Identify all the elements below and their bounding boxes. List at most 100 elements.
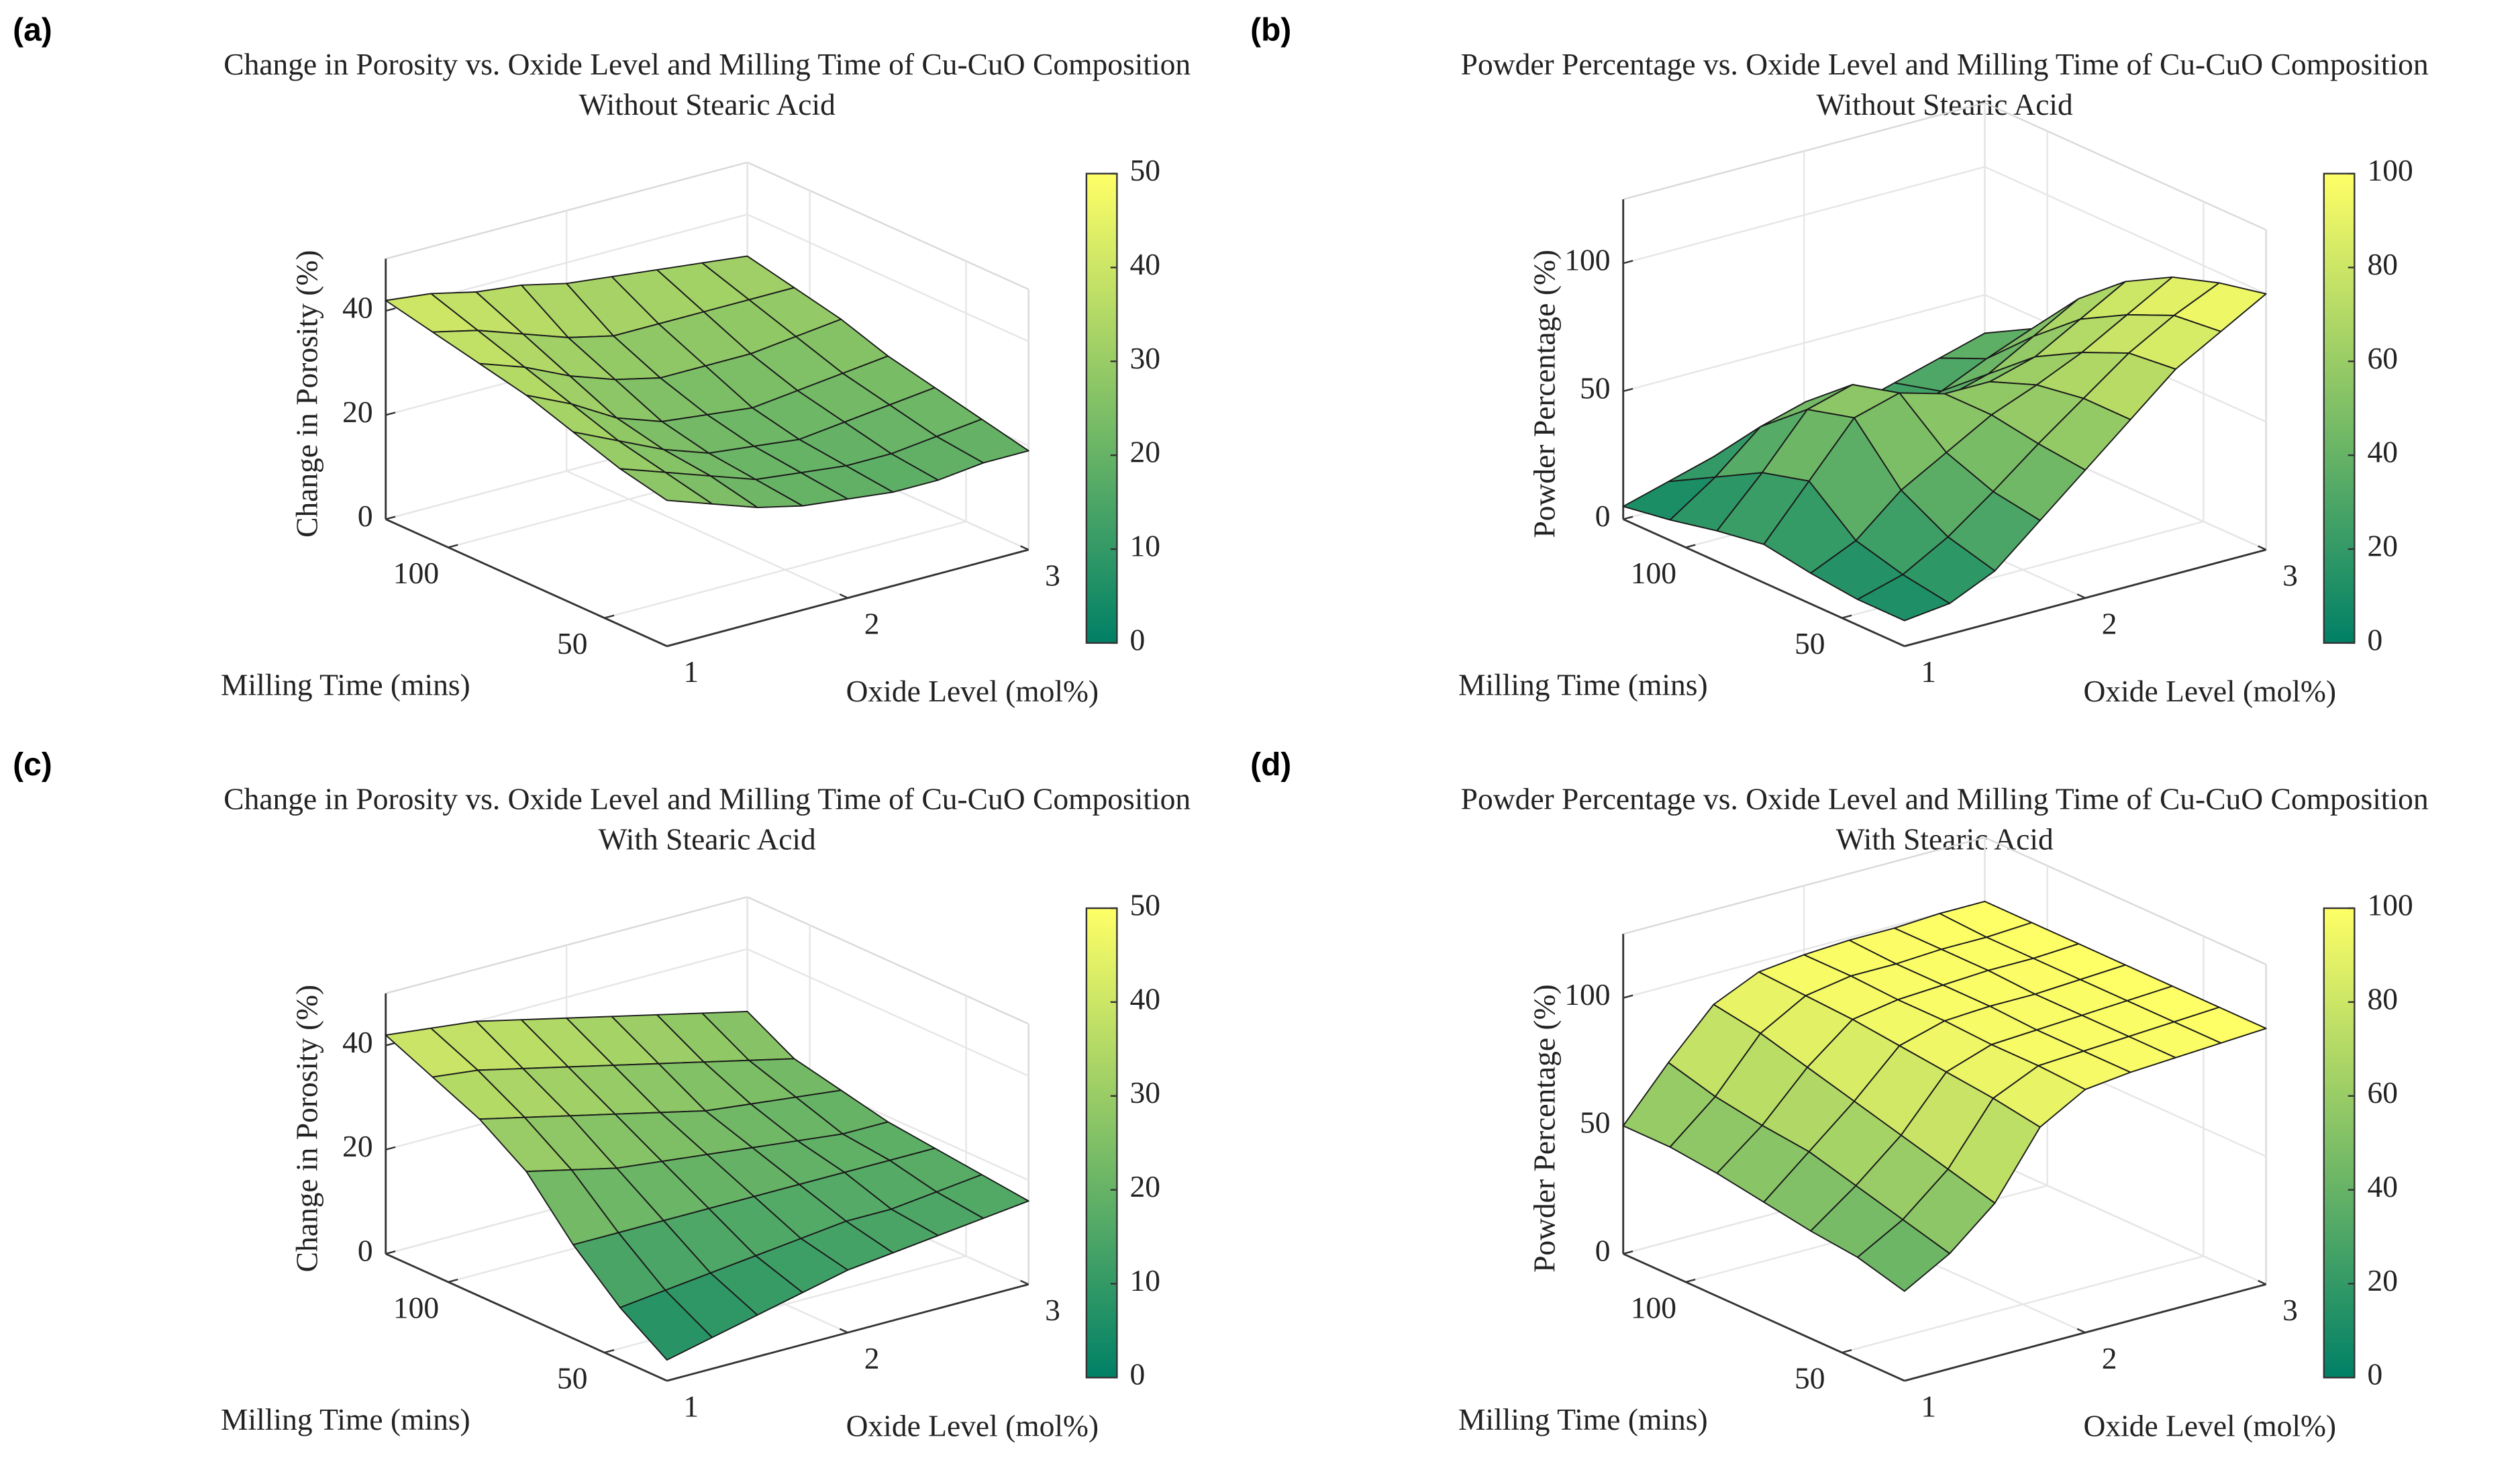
tick-mark <box>1623 516 1633 520</box>
z-axis-label: Powder Percentage (%) <box>1527 984 1562 1273</box>
tick-mark <box>2076 593 2086 599</box>
tick-mark <box>385 307 396 312</box>
z-tick-label: 100 <box>1564 977 1610 1012</box>
x-tick-label: 3 <box>2282 558 2298 593</box>
z-tick-label: 50 <box>1580 371 1611 405</box>
tick-mark <box>1020 545 1029 551</box>
colorbar-tick-label: 80 <box>2367 247 2398 281</box>
chart-title: Powder Percentage vs. Oxide Level and Mi… <box>1461 781 2429 816</box>
colorbar-tick-label: 0 <box>2367 1357 2382 1391</box>
colorbar-tick-label: 0 <box>1130 622 1146 656</box>
axis-line <box>1623 518 1905 647</box>
z-tick-label: 0 <box>1595 499 1611 533</box>
colorbar-tick-label: 0 <box>2367 622 2382 656</box>
colorbar-tick-label: 0 <box>1130 1357 1146 1391</box>
grid-line <box>1623 900 1985 999</box>
z-tick-label: 20 <box>342 395 373 429</box>
chart-title: Change in Porosity vs. Oxide Level and M… <box>223 47 1191 81</box>
y-tick-label: 100 <box>1631 1290 1676 1324</box>
z-tick-label: 0 <box>358 1233 373 1267</box>
y-axis-label: Milling Time (mins) <box>221 1402 470 1436</box>
surface-patch <box>1856 1219 1951 1292</box>
tick-mark <box>1896 1376 1905 1382</box>
chart-title: With Stearic Acid <box>599 822 816 856</box>
box-edge <box>1984 102 2267 231</box>
colorbar-tick-label: 10 <box>1130 528 1161 562</box>
tick-mark <box>385 1146 396 1150</box>
y-axis-label: Milling Time (mins) <box>1458 667 1708 701</box>
colorbar-tick-label: 40 <box>2367 435 2398 469</box>
panel-label: (d) <box>1250 747 1291 783</box>
x-tick-label: 1 <box>683 1389 699 1424</box>
colorbar-tick-label: 80 <box>2367 981 2398 1016</box>
colorbar-tick-label: 30 <box>1130 1075 1161 1110</box>
axis-line <box>385 518 668 647</box>
chart-title: Change in Porosity vs. Oxide Level and M… <box>223 781 1191 816</box>
panel-label: (a) <box>13 13 52 48</box>
tick-mark <box>385 516 396 520</box>
colorbar <box>2323 907 2356 1379</box>
colorbar-tick-label: 100 <box>2367 887 2413 922</box>
tick-mark <box>1623 994 1633 999</box>
x-tick-label: 1 <box>1921 1389 1936 1424</box>
colorbar-tick-label: 30 <box>1130 341 1161 375</box>
tick-mark <box>1623 387 1633 393</box>
tick-mark <box>385 411 396 416</box>
x-tick-label: 2 <box>864 606 880 640</box>
tick-mark <box>385 1042 396 1046</box>
x-axis-label: Oxide Level (mol%) <box>846 674 1099 708</box>
z-tick-label: 50 <box>1580 1106 1611 1140</box>
y-tick-label: 50 <box>557 1361 588 1395</box>
grid-line <box>1984 166 2267 295</box>
tick-mark <box>1020 1279 1029 1285</box>
tick-mark <box>1685 544 1696 548</box>
tick-mark <box>2258 545 2267 551</box>
grid-line <box>1623 166 1985 264</box>
z-tick-label: 100 <box>1564 243 1610 277</box>
tick-mark <box>658 642 668 647</box>
grid-line <box>566 470 848 599</box>
panel-label: (c) <box>13 747 52 783</box>
colorbar <box>2323 173 2356 644</box>
tick-mark <box>839 593 848 599</box>
tick-mark <box>1623 260 1633 264</box>
y-tick-label: 100 <box>393 1290 439 1324</box>
box-edge <box>747 896 1029 1025</box>
chart-title: Powder Percentage vs. Oxide Level and Mi… <box>1461 47 2429 81</box>
tick-mark <box>839 1328 848 1334</box>
colorbar-tick-label: 40 <box>2367 1169 2398 1204</box>
colorbar <box>1085 173 1118 644</box>
box-edge <box>1984 836 2267 965</box>
x-tick-label: 1 <box>683 654 699 689</box>
x-axis-label: Oxide Level (mol%) <box>846 1408 1099 1442</box>
tick-mark <box>2076 1328 2086 1334</box>
chart-title: With Stearic Acid <box>1836 822 2054 856</box>
x-axis-label: Oxide Level (mol%) <box>2084 1408 2337 1442</box>
y-tick-label: 50 <box>1795 626 1825 660</box>
tick-mark <box>1896 642 1905 647</box>
x-tick-label: 3 <box>2282 1293 2298 1327</box>
y-tick-label: 50 <box>557 626 588 660</box>
colorbar-tick-label: 100 <box>2367 153 2413 187</box>
tick-mark <box>2258 1279 2267 1285</box>
colorbar-tick-label: 20 <box>1130 435 1161 469</box>
colorbar-tick-label: 50 <box>1130 153 1161 187</box>
colorbar-tick-label: 60 <box>2367 1075 2398 1110</box>
grid-line <box>1984 1157 2267 1285</box>
x-tick-label: 2 <box>2102 1341 2117 1375</box>
y-tick-label: 50 <box>1795 1361 1825 1395</box>
axis-line <box>385 1253 668 1382</box>
colorbar-tick-label: 40 <box>1130 247 1161 281</box>
surface-patch <box>1856 574 1951 622</box>
y-tick-label: 100 <box>393 556 439 590</box>
tick-mark <box>1842 1349 1852 1354</box>
chart-title: Without Stearic Acid <box>579 87 836 121</box>
y-axis-label: Milling Time (mins) <box>1458 1402 1708 1436</box>
colorbar-tick-label: 60 <box>2367 341 2398 375</box>
surface-patch <box>619 468 713 505</box>
grid-line <box>1623 294 1985 393</box>
z-tick-label: 40 <box>342 1025 373 1059</box>
colorbar-tick-label: 20 <box>2367 1263 2398 1297</box>
chart-title: Without Stearic Acid <box>1817 87 2074 121</box>
